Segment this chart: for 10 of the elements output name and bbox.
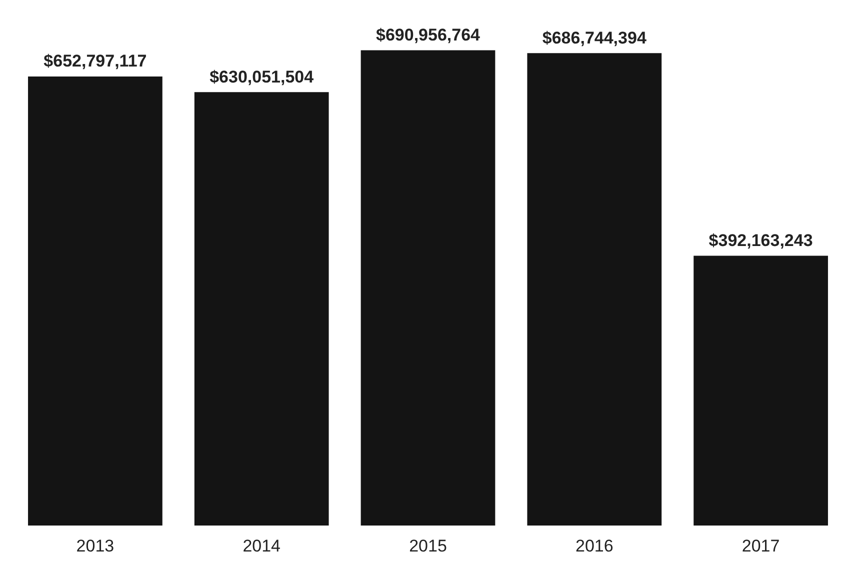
data-label: $652,797,117 [44, 52, 147, 71]
x-tick-label: 2017 [742, 536, 780, 556]
data-label: $630,051,504 [210, 67, 314, 86]
data-label: $690,956,764 [376, 25, 481, 44]
x-tick-label: 2016 [575, 536, 614, 556]
data-label: $392,163,243 [708, 230, 813, 250]
data-label: $686,744,394 [542, 28, 647, 48]
x-tick-label: 2013 [76, 536, 114, 556]
x-tick-label: 2015 [409, 536, 447, 556]
x-tick-label: 2014 [242, 536, 281, 556]
